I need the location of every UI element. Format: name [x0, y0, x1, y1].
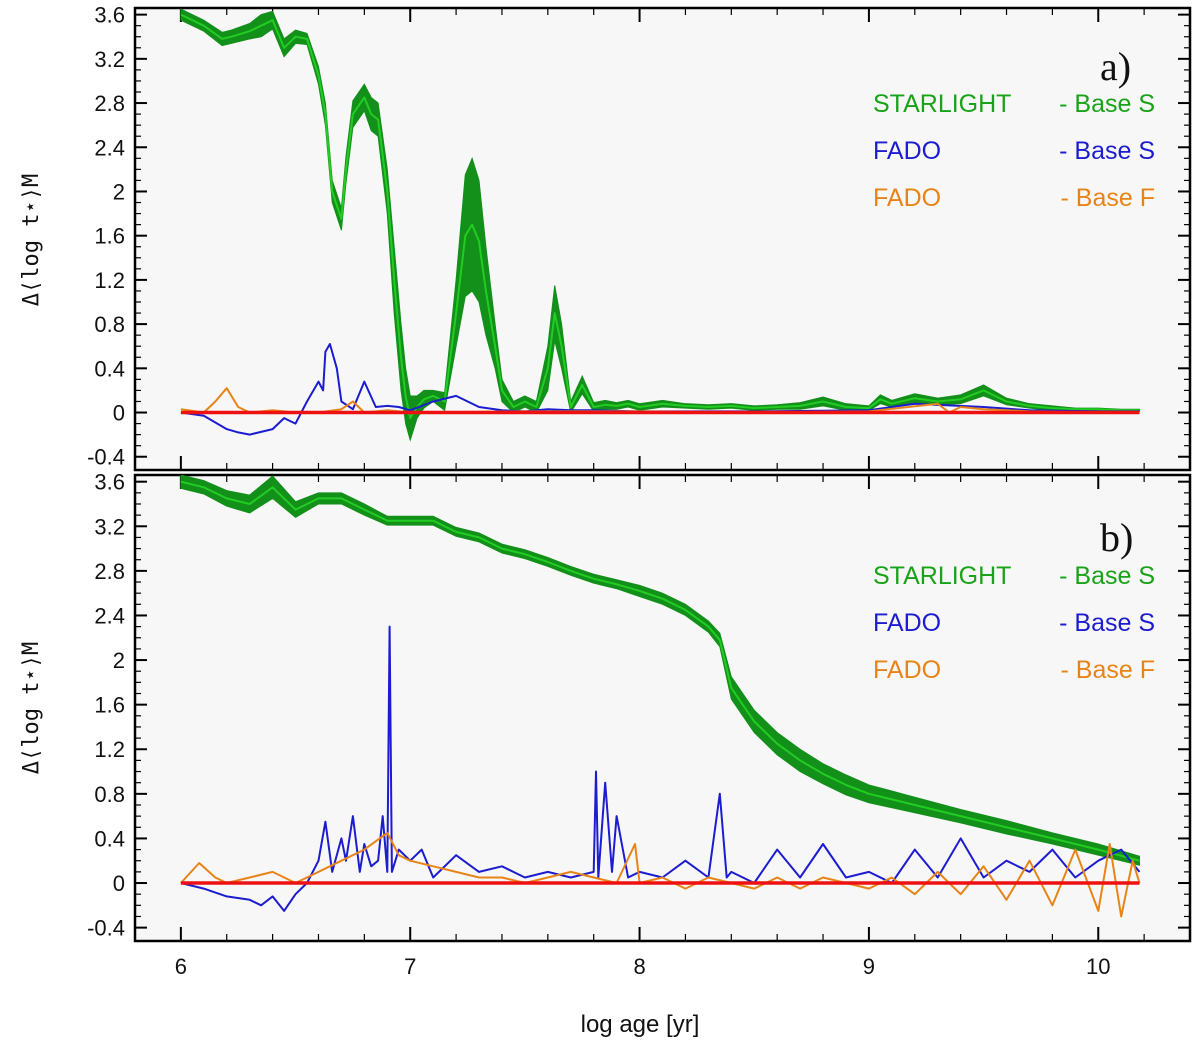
legend-suffix-b-1: - Base S	[1059, 609, 1155, 637]
legend-suffix-b-0: - Base S	[1059, 562, 1155, 590]
y-tick-label-b-4: 1.2	[94, 737, 125, 762]
y-tick-label-a-2: 0.4	[94, 356, 125, 381]
series-line-b-0	[180, 480, 1140, 862]
panel-label-a: a)	[1100, 44, 1131, 89]
y-tick-label-b-6: 2	[113, 648, 125, 673]
x-axis-label: log age [yr]	[581, 1011, 700, 1038]
legend-suffix-a-2: - Base F	[1061, 184, 1155, 212]
y-tick-label-b-2: 0.4	[94, 826, 125, 851]
panel-a: -0.4 0 0.4 0.8 1.2 1.6 2 2.4 2.8 3.2 3.6 a) STARLI…	[19, 3, 1192, 472]
legend-label-a-1: FADO	[873, 137, 941, 165]
y-tick-label-a-6: 2	[113, 179, 125, 204]
series-group-a	[180, 8, 1141, 442]
legend-suffix-a-0: - Base S	[1059, 90, 1155, 118]
y-tick-label-a-4: 1.2	[94, 268, 125, 293]
legend-label-b-1: FADO	[873, 609, 941, 637]
y-tick-label-b-8: 2.8	[94, 559, 125, 584]
y-tick-label-a-8: 2.8	[94, 91, 125, 116]
x-tick-label-3: 9	[863, 954, 875, 979]
y-tick-label-b-1: 0	[113, 871, 125, 896]
y-tick-label-b-9: 3.2	[94, 514, 125, 539]
series-group-b	[180, 475, 1141, 918]
legend-label-a-2: FADO	[873, 184, 941, 212]
legend-label-a-0: STARLIGHT	[873, 90, 1011, 118]
y-tick-label-b-3: 0.8	[94, 782, 125, 807]
y-tick-label-a-9: 3.2	[94, 47, 125, 72]
y-tick-label-b-7: 2.4	[94, 603, 125, 628]
series-line-a-0	[180, 13, 1140, 420]
series-line-a-2	[180, 387, 1140, 414]
panel-b: -0.400.40.81.21.622.42.83.23.66 7 8 9 10 b) …	[19, 470, 1192, 1038]
y-tick-label-a-1: 0	[113, 401, 125, 426]
series-band-a-0	[180, 8, 1141, 442]
y-axis-label-a: Δ⟨log t⋆⟩M	[19, 174, 44, 306]
legend-label-b-2: FADO	[873, 656, 941, 684]
legend-b: STARLIGHT - Base S FADO - Base S FADO - …	[873, 562, 1155, 684]
series-line-b-1	[180, 625, 1141, 912]
series-line-b-2	[180, 831, 1141, 918]
x-tick-label-0: 6	[175, 954, 187, 979]
y-tick-label-a-5: 1.6	[94, 224, 125, 249]
legend-suffix-b-2: - Base F	[1061, 656, 1155, 684]
y-tick-label-b-5: 1.6	[94, 693, 125, 718]
legend-a: STARLIGHT - Base S FADO - Base S FADO - …	[873, 90, 1155, 212]
series-band-b-0	[180, 475, 1141, 866]
y-tick-label-a-7: 2.4	[94, 135, 125, 160]
y-tick-label-b-0: -0.4	[87, 916, 125, 941]
x-tick-label-4: 10	[1086, 954, 1110, 979]
y-tick-label-a-3: 0.8	[94, 312, 125, 337]
legend-suffix-a-1: - Base S	[1059, 137, 1155, 165]
y-tick-label-a-0: -0.4	[87, 445, 125, 470]
x-tick-label-2: 8	[633, 954, 645, 979]
legend-label-b-0: STARLIGHT	[873, 562, 1011, 590]
x-tick-label-1: 7	[404, 954, 416, 979]
axis-ticks-b: -0.4 0 0.4 0.8 1.2 1.6 2 2.4 2.8 3.2 3.6 6 7 8 9 10	[87, 470, 1191, 979]
y-tick-label-a-10: 3.6	[94, 3, 125, 28]
y-tick-label-b-10: 3.6	[94, 470, 125, 495]
panel-label-b: b)	[1100, 515, 1133, 560]
y-axis-label-b: Δ⟨log t⋆⟩M	[19, 642, 44, 774]
